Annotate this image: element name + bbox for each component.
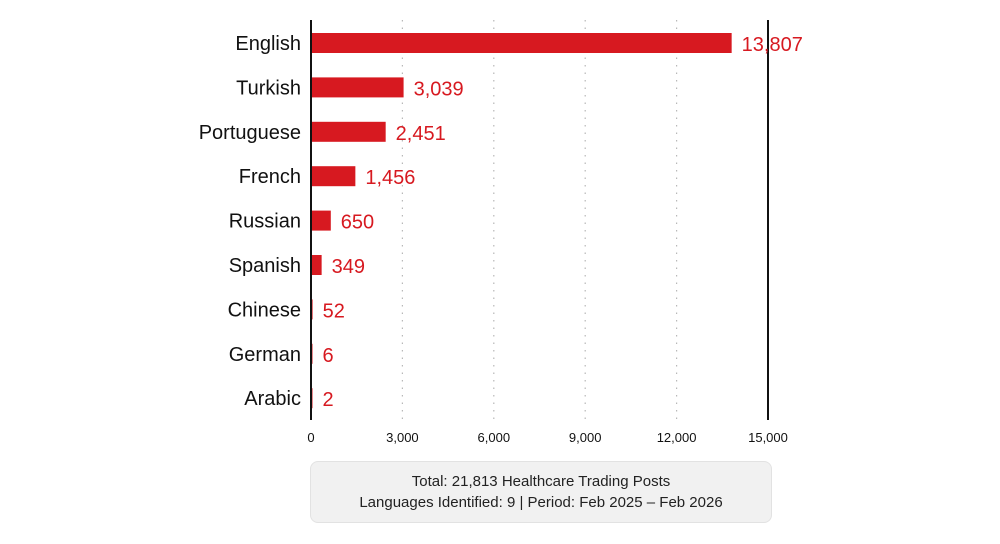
language-bar-chart: 0 3,000 6,000 9,000 12,000 15,000 English 13,80…	[199, 20, 803, 445]
x-tick-label: 15,000	[748, 430, 788, 445]
bar	[311, 77, 404, 98]
bar	[311, 33, 732, 53]
value-label: 2	[323, 389, 334, 411]
value-label: 6	[323, 345, 334, 367]
x-tick-label: 6,000	[478, 430, 511, 445]
category-label: Arabic	[244, 388, 301, 410]
bar	[311, 210, 331, 231]
bar	[311, 255, 322, 275]
x-tick-label: 0	[307, 430, 314, 445]
category-label: English	[235, 33, 301, 55]
category-label: Turkish	[236, 77, 301, 99]
x-tick-label: 12,000	[657, 430, 697, 445]
category-label: German	[229, 344, 301, 366]
x-tick-label: 9,000	[569, 430, 602, 445]
category-label: Russian	[229, 211, 301, 233]
value-label: 52	[323, 300, 345, 322]
summary-period: Languages Identified: 9 | Period: Feb 20…	[359, 494, 723, 511]
value-label: 650	[341, 212, 374, 234]
category-label: Chinese	[228, 299, 301, 321]
value-label: 13,807	[742, 34, 803, 56]
bar	[311, 166, 356, 187]
category-label: French	[239, 166, 301, 188]
value-label: 3,039	[414, 78, 464, 100]
summary-box: Total: 21,813 Healthcare Trading Posts L…	[310, 461, 772, 523]
bars	[311, 33, 732, 409]
value-label: 2,451	[396, 123, 446, 145]
value-label: 1,456	[365, 167, 415, 189]
x-tick-label: 3,000	[386, 430, 419, 445]
axes	[310, 20, 769, 420]
category-label: Portuguese	[199, 122, 301, 144]
bar	[311, 121, 386, 142]
labels: 0 3,000 6,000 9,000 12,000 15,000 English 13,80…	[199, 33, 803, 445]
category-label: Spanish	[229, 255, 301, 277]
summary-total: Total: 21,813 Healthcare Trading Posts	[411, 473, 671, 490]
value-label: 349	[332, 256, 365, 278]
